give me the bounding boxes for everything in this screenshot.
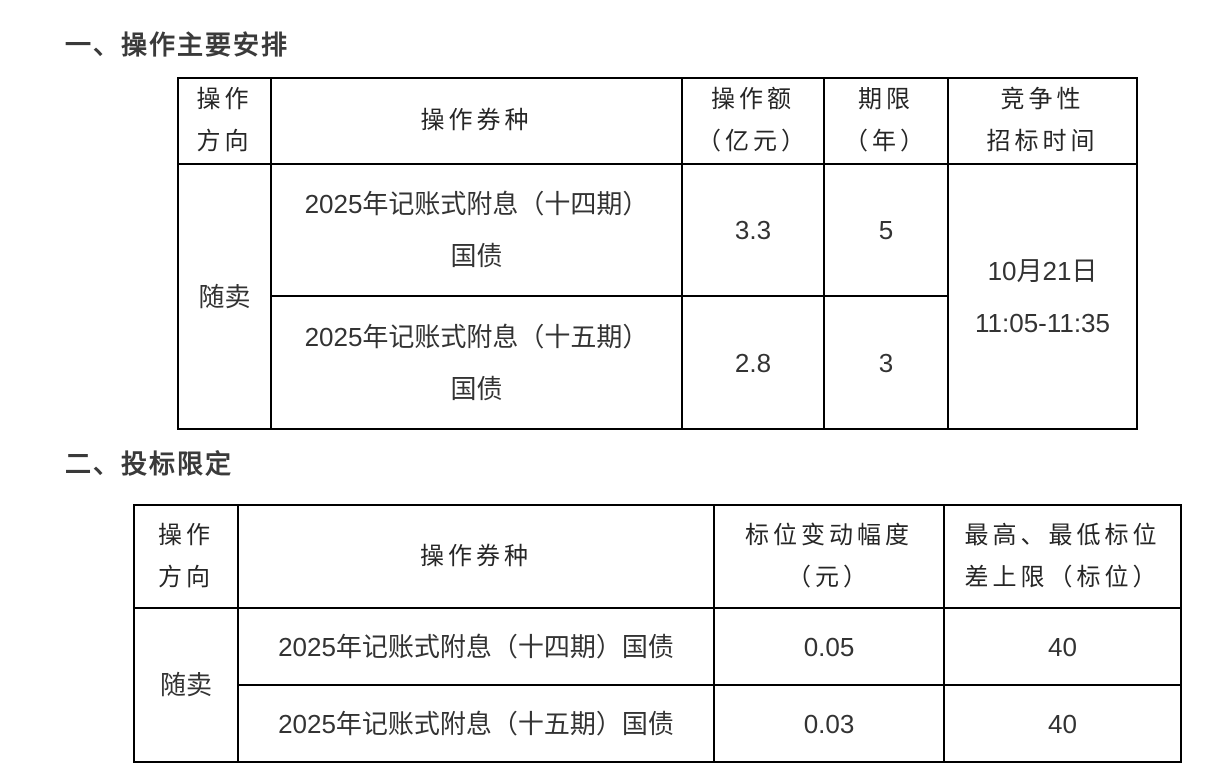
header-bidding-line2: 招标时间 (986, 129, 1099, 155)
table1-direction-cell: 随卖 (177, 163, 272, 430)
table1-bond15-amount-cell: 2.8 (681, 295, 825, 430)
table1-header-row: 操作 方向 操作券种 操作额 （亿元） 期限 （年） 竞争性 招标时间 (177, 77, 1138, 165)
header-direction-line2: 方向 (158, 564, 214, 591)
header-direction-line2: 方向 (196, 129, 253, 155)
table1-bond15-term-cell: 3 (823, 295, 949, 430)
header-direction-line1: 操作 (158, 522, 214, 549)
table2-bond15-cap-cell: 40 (943, 684, 1182, 763)
header-bidding-line1: 竞争性 (1000, 87, 1085, 113)
table1-bond14-term-cell: 5 (823, 163, 949, 297)
table1-header-term: 期限 （年） (823, 77, 949, 165)
header-amount-line1: 操作额 (711, 87, 795, 113)
table1-header-direction: 操作 方向 (177, 77, 272, 165)
table2-bond14-cap-cell: 40 (943, 607, 1182, 686)
bond15-name-line2: 国债 (450, 373, 503, 404)
header-range-line1: 标位变动幅度 (745, 522, 913, 549)
bidding-time-date: 10月21日 (987, 255, 1098, 286)
header-cap-line1: 最高、最低标位 (964, 522, 1161, 549)
operation-schedule-table: 操作 方向 操作券种 操作额 （亿元） 期限 （年） 竞争性 招标时间 随卖 2… (177, 77, 1138, 430)
table1-header-amount: 操作额 （亿元） (681, 77, 825, 165)
header-cap-line2: 差上限（标位） (964, 564, 1161, 591)
header-range-line2: （元） (787, 564, 871, 591)
section1-heading: 一、操作主要安排 (65, 30, 290, 60)
header-direction-line1: 操作 (196, 87, 253, 113)
header-bond-label: 操作券种 (420, 108, 533, 134)
table1-row-bond14: 随卖 2025年记账式附息（十四期） 国债 3.3 5 10月21日 11:05… (177, 163, 1138, 430)
table2-bond14-range-cell: 0.05 (713, 607, 945, 686)
table2-bond14-name-cell: 2025年记账式附息（十四期）国债 (237, 607, 715, 686)
table2-row-bond15: 2025年记账式附息（十五期）国债 0.03 40 (134, 684, 1182, 763)
bidding-restrictions-table: 操作 方向 操作券种 标位变动幅度 （元） 最高、最低标位 差上限（标位） 随卖… (133, 504, 1182, 763)
bond14-name-line2: 国债 (450, 241, 503, 271)
table2-direction-cell: 随卖 (133, 607, 239, 763)
table2-header-row: 操作 方向 操作券种 标位变动幅度 （元） 最高、最低标位 差上限（标位） (133, 504, 1182, 609)
table1-bond14-amount-cell: 3.3 (681, 163, 825, 297)
table2-bond15-range-cell: 0.03 (713, 684, 945, 763)
header-term-line2: （年） (844, 129, 928, 155)
table1-bond15-name-cell: 2025年记账式附息（十五期） 国债 (270, 295, 683, 430)
table1-header-bidding-time: 竞争性 招标时间 (947, 77, 1138, 165)
table2-header-cap: 最高、最低标位 差上限（标位） (943, 504, 1182, 609)
table2-bond15-name-cell: 2025年记账式附息（十五期）国债 (237, 684, 715, 763)
header-amount-line2: （亿元） (697, 129, 809, 155)
section2-heading: 二、投标限定 (65, 449, 234, 479)
table1-bidding-time-cell: 10月21日 11:05-11:35 (947, 163, 1138, 430)
table1-bond14-name-cell: 2025年记账式附息（十四期） 国债 (270, 163, 683, 297)
table1-header-bond: 操作券种 (270, 77, 683, 165)
table2-header-direction: 操作 方向 (133, 504, 239, 609)
bond15-name-line1: 2025年记账式附息（十五期） (304, 321, 649, 352)
table2-header-bond: 操作券种 (237, 504, 715, 609)
header-term-line1: 期限 (858, 87, 914, 113)
table2-header-range: 标位变动幅度 （元） (713, 504, 945, 609)
bond14-name-line1: 2025年记账式附息（十四期） (304, 189, 649, 219)
table2-row-bond14: 随卖 2025年记账式附息（十四期）国债 0.05 40 (133, 607, 1182, 763)
table1-row-bond15: 2025年记账式附息（十五期） 国债 2.8 3 (178, 295, 1137, 430)
bidding-time-range: 11:05-11:35 (975, 307, 1110, 338)
header-bond-label: 操作券种 (420, 543, 532, 570)
